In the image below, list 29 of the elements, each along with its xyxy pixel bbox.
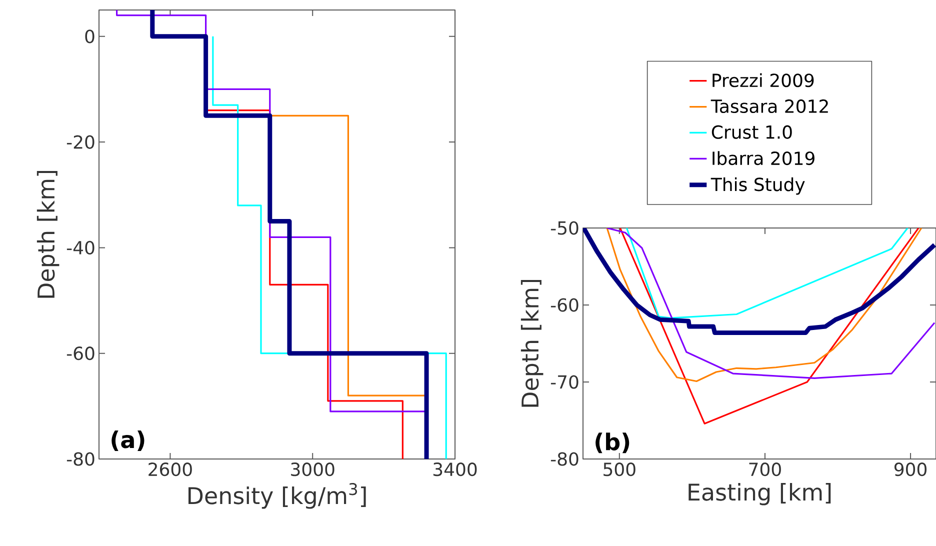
y-axis-title: Depth [km] xyxy=(36,170,60,298)
annotation: (a) xyxy=(112,430,144,451)
x-tick-label: 500 xyxy=(604,462,636,476)
legend-label: Tassara 2012 xyxy=(710,99,828,114)
y-tick-label: 0 xyxy=(85,30,94,44)
y-tick-label: -20 xyxy=(66,135,94,149)
x-tick-label: 900 xyxy=(894,462,927,476)
line-series xyxy=(626,228,908,319)
x-axis-title: Easting [km] xyxy=(688,483,831,506)
x-tick-label: 3000 xyxy=(291,462,334,476)
y-tick-label: -40 xyxy=(66,240,94,255)
x-tick-label: 3400 xyxy=(433,462,477,476)
line-series xyxy=(583,228,936,335)
y-tick-label: -60 xyxy=(550,298,578,312)
y-tick-label: -70 xyxy=(550,375,578,389)
legend-label: Prezzi 2009 xyxy=(712,73,814,88)
y-axis-title: Depth [km] xyxy=(520,280,544,407)
legend-label: Crust 1.0 xyxy=(712,125,792,139)
annotation: (b) xyxy=(596,432,630,454)
legend-label: Ibarra 2019 xyxy=(712,151,814,166)
y-tick-label: -50 xyxy=(550,221,578,235)
y-tick-label: -60 xyxy=(66,346,94,360)
y-tick-label: -80 xyxy=(550,452,578,466)
x-tick-label: 2600 xyxy=(148,462,192,476)
x-tick-label: 700 xyxy=(749,462,781,476)
x-axis-title: Density [kg/m$^{3}$] xyxy=(188,483,366,509)
y-tick-label: -80 xyxy=(66,452,94,466)
line-series xyxy=(150,10,429,459)
legend-label: This Study xyxy=(710,177,805,195)
